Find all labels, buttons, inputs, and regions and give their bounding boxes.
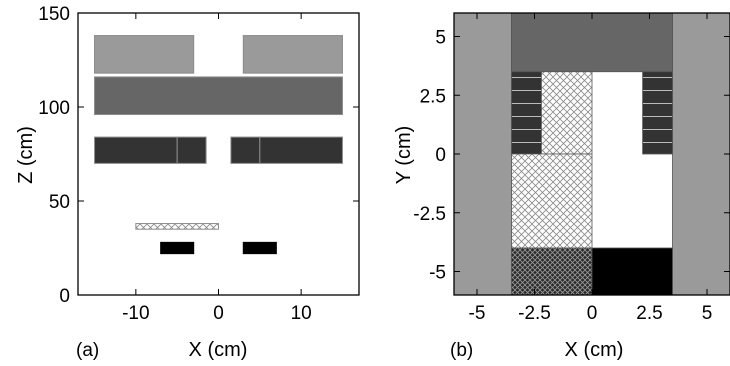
panel-b-x-tick-label: 2.5 — [636, 303, 662, 324]
panel-b-y-tick-label: -5 — [429, 263, 446, 284]
panel-a-shape-right-bar-inner — [230, 136, 261, 164]
panel-a-shape-left-bar-outer — [94, 136, 178, 164]
panel-b-x-tick-label: -2.5 — [518, 303, 551, 324]
panel-b-shape-left-gray-wall — [453, 12, 512, 296]
panel-a-shape-right-black-pad — [242, 241, 277, 255]
panel-a-shape-top-left-block — [94, 35, 195, 74]
panel-b-x-tick-label: -5 — [469, 303, 486, 324]
panel-a-shape-wide-middle-block — [94, 76, 343, 116]
panel-a-x-title: X (cm) — [189, 339, 248, 361]
panel-b-y-tick-label: 2.5 — [420, 86, 446, 107]
panel-b-x-tick-label: 0 — [587, 303, 598, 324]
panel-a-shape-left-black-pad — [160, 241, 195, 255]
panel-a-shape-left-bar-inner — [176, 136, 207, 164]
panel-b-y-tick-label: -2.5 — [413, 204, 446, 225]
panel-b-x-title: X (cm) — [565, 339, 624, 361]
panel-a-z-tick-label: 100 — [38, 98, 70, 119]
panel-a-z-tick-label: 50 — [49, 192, 70, 213]
panel-a-x-tick-label: 10 — [291, 303, 312, 324]
panel-b-shape-right-gray-wall — [672, 12, 730, 296]
panel-a-z-title: Z (cm) — [15, 126, 37, 184]
panel-b-y-tick-label: 5 — [435, 28, 446, 49]
panel-b-shape-top-dark-block — [511, 12, 673, 73]
panel-b: -5 -2.5 0 2.5 5 5 2.5 0 -2.5 -5 X (cm) Y (cm) (b) — [393, 12, 730, 361]
panel-b-shape-right-striped-column — [642, 71, 673, 155]
panel-b-y-tick-label: 0 — [435, 145, 446, 166]
panel-a-label: (a) — [76, 340, 99, 361]
panel-a-z-tick-label: 0 — [59, 286, 70, 307]
panel-b-shape-dense-hatch-block — [511, 247, 593, 296]
panel-b-x-tick-label: 5 — [702, 303, 713, 324]
panel-b-label: (b) — [450, 340, 473, 361]
panel-b-shape-hatched-lower-area — [511, 153, 593, 249]
panel-a-shape-top-right-block — [242, 35, 343, 74]
panel-a-shapes — [94, 35, 343, 255]
panel-a-shape-hatched-strip — [135, 223, 219, 230]
panel-b-shapes — [453, 12, 730, 296]
panel-a-z-tick-label: 150 — [38, 4, 70, 25]
panel-b-shape-black-block — [591, 247, 673, 296]
panel-a-x-tick-label: -10 — [122, 303, 149, 324]
panel-b-shape-hatched-upper-column — [541, 71, 593, 155]
panel-b-y-title: Y (cm) — [393, 126, 415, 185]
panel-b-ticks: -5 -2.5 0 2.5 5 5 2.5 0 -2.5 -5 — [413, 13, 730, 324]
panel-a-shape-right-bar-outer — [259, 136, 343, 164]
panel-b-shape-left-striped-column — [511, 71, 542, 155]
panel-a-x-tick-label: 0 — [213, 303, 224, 324]
